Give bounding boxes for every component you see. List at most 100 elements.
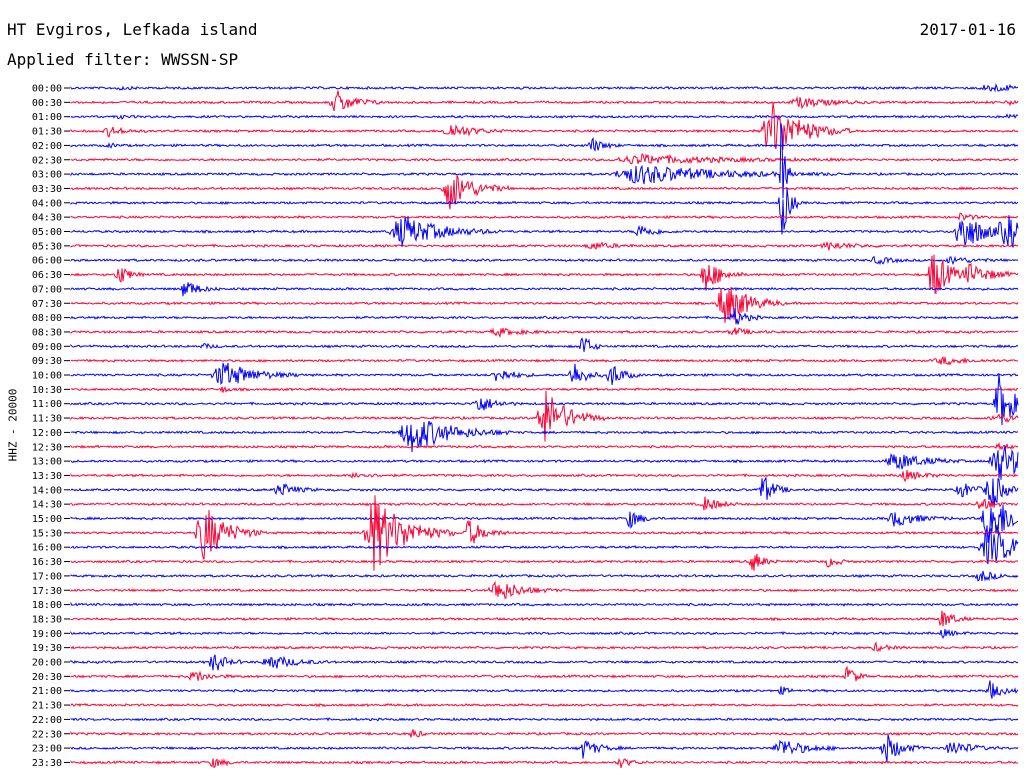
row-time-label: 21:00 bbox=[32, 686, 62, 697]
row-time-label: 08:00 bbox=[32, 313, 62, 324]
trace-line bbox=[70, 496, 1019, 511]
row-time-label: 09:00 bbox=[32, 342, 62, 353]
row-time-label: 15:30 bbox=[32, 528, 62, 539]
trace-line bbox=[70, 628, 1019, 639]
trace-line bbox=[70, 641, 1019, 653]
trace-line bbox=[70, 254, 1019, 294]
trace-line bbox=[70, 477, 1019, 508]
row-time-label: 17:30 bbox=[32, 586, 62, 597]
trace-line bbox=[70, 680, 1019, 699]
trace-line bbox=[70, 386, 1019, 393]
row-time-label: 20:00 bbox=[32, 658, 62, 669]
trace-line bbox=[70, 445, 1019, 480]
row-time-label: 02:00 bbox=[32, 141, 62, 152]
trace-line bbox=[70, 570, 1019, 582]
row-time-label: 04:30 bbox=[32, 213, 62, 224]
trace-line bbox=[70, 758, 1018, 769]
row-time-label: 12:00 bbox=[32, 428, 62, 439]
trace-line bbox=[70, 528, 1019, 565]
trace-line bbox=[70, 215, 1019, 248]
row-time-label: 19:30 bbox=[32, 643, 62, 654]
row-time-label: 00:00 bbox=[32, 84, 62, 95]
row-time-label: 20:30 bbox=[32, 672, 62, 683]
row-time-label: 03:00 bbox=[32, 170, 62, 181]
trace-line bbox=[70, 441, 1019, 451]
trace-line bbox=[70, 362, 1019, 385]
trace-line bbox=[70, 187, 1019, 235]
trace-line bbox=[70, 282, 1019, 297]
trace-line bbox=[70, 702, 1019, 708]
row-time-label: 13:00 bbox=[32, 457, 62, 468]
trace-line bbox=[70, 287, 1019, 323]
row-time-label: 07:00 bbox=[32, 284, 62, 295]
trace-line bbox=[70, 308, 1019, 325]
trace-line bbox=[70, 113, 1019, 120]
trace-line bbox=[70, 175, 1019, 210]
trace-line bbox=[70, 241, 1019, 251]
row-time-label: 22:00 bbox=[32, 715, 62, 726]
trace-line bbox=[70, 136, 1019, 152]
row-time-label: 05:00 bbox=[32, 227, 62, 238]
trace-line bbox=[70, 470, 1018, 483]
trace-line bbox=[70, 212, 1019, 221]
row-time-label: 22:30 bbox=[32, 729, 62, 740]
row-time-label: 04:00 bbox=[32, 198, 62, 209]
row-time-label: 10:00 bbox=[32, 371, 62, 382]
row-time-label: 12:30 bbox=[32, 442, 62, 453]
row-time-label: 06:30 bbox=[32, 270, 62, 281]
trace-line bbox=[70, 82, 1019, 93]
trace-line bbox=[70, 495, 1019, 571]
trace-line bbox=[70, 153, 1019, 165]
row-time-label: 23:30 bbox=[32, 758, 62, 769]
date-label: 2017-01-16 bbox=[919, 20, 1016, 39]
trace-line bbox=[70, 553, 1019, 571]
row-time-label: 02:30 bbox=[32, 155, 62, 166]
trace-line bbox=[70, 373, 1019, 426]
row-time-label: 08:30 bbox=[32, 327, 62, 338]
trace-line bbox=[70, 580, 1019, 599]
row-time-label: 18:00 bbox=[32, 600, 62, 611]
trace-line bbox=[70, 390, 1019, 442]
row-time-label: 14:30 bbox=[32, 500, 62, 511]
station-title: HT Evgiros, Lefkada island bbox=[7, 20, 258, 39]
row-time-label: 16:30 bbox=[32, 557, 62, 568]
row-time-label: 03:30 bbox=[32, 184, 62, 195]
trace-line bbox=[70, 734, 1019, 763]
row-time-label: 23:00 bbox=[32, 744, 62, 755]
row-time-label: 11:00 bbox=[32, 399, 62, 410]
trace-line bbox=[70, 102, 1019, 150]
trace-line bbox=[70, 717, 1019, 722]
row-time-label: 18:30 bbox=[32, 614, 62, 625]
trace-line bbox=[70, 90, 1019, 112]
row-time-label: 19:00 bbox=[32, 629, 62, 640]
row-time-label: 13:30 bbox=[32, 471, 62, 482]
row-time-label: 09:30 bbox=[32, 356, 62, 367]
trace-line bbox=[70, 337, 1019, 352]
trace-line bbox=[70, 504, 1019, 543]
trace-line bbox=[70, 327, 1019, 339]
trace-line bbox=[70, 255, 1019, 266]
row-time-label: 10:30 bbox=[32, 385, 62, 396]
row-time-label: 11:30 bbox=[32, 414, 62, 425]
row-time-label: 14:00 bbox=[32, 485, 62, 496]
trace-line bbox=[70, 665, 1019, 682]
trace-line bbox=[70, 729, 1019, 738]
trace-line bbox=[70, 123, 1019, 199]
row-time-label: 07:30 bbox=[32, 299, 62, 310]
row-time-label: 00:30 bbox=[32, 98, 62, 109]
filter-label: Applied filter: WWSSN-SP bbox=[7, 50, 239, 69]
row-time-label: 21:30 bbox=[32, 701, 62, 712]
row-time-label: 01:00 bbox=[32, 112, 62, 123]
trace-line bbox=[70, 420, 1019, 453]
row-time-label: 15:00 bbox=[32, 514, 62, 525]
trace-line bbox=[70, 601, 1019, 607]
row-time-label: 06:00 bbox=[32, 256, 62, 267]
row-time-label: 05:30 bbox=[32, 241, 62, 252]
row-time-label: 01:30 bbox=[32, 127, 62, 138]
trace-line bbox=[70, 356, 1019, 366]
row-time-label: 17:00 bbox=[32, 571, 62, 582]
trace-line bbox=[70, 654, 1019, 671]
row-time-label: 16:00 bbox=[32, 543, 62, 554]
trace-line bbox=[70, 610, 1019, 627]
